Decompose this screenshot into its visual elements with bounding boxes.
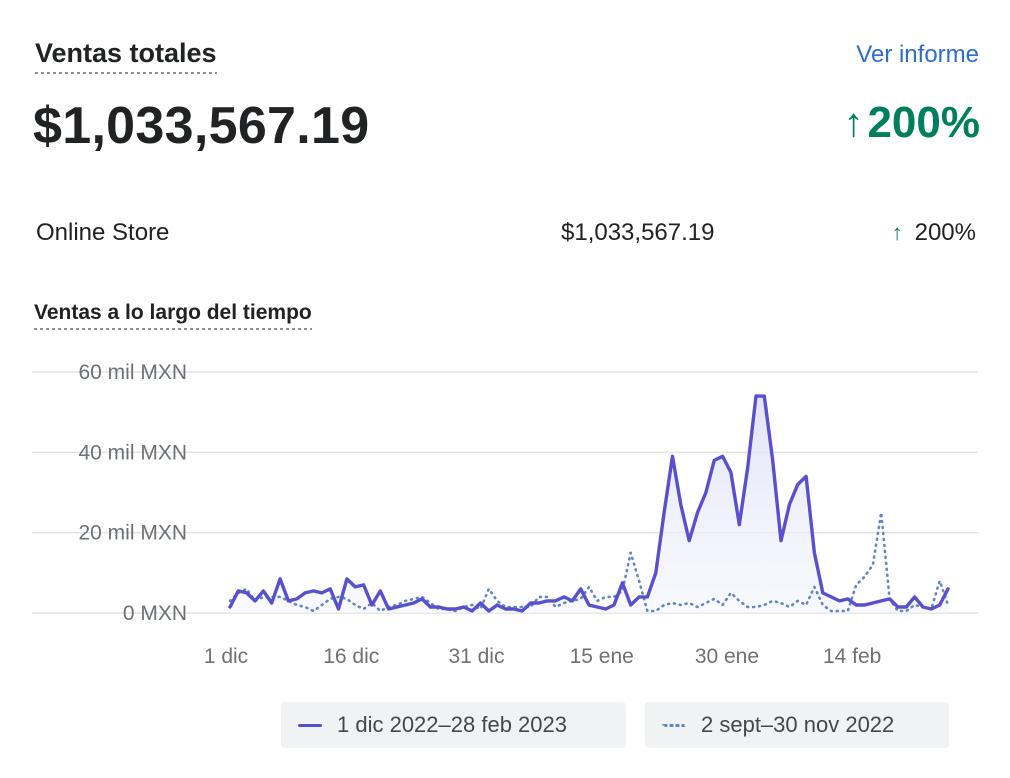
breakdown-row-change-value: 200% [914,219,976,246]
legend-item-current-period[interactable]: 1 dic 2022–28 feb 2023 [281,702,626,748]
y-tick-label: 20 mil MXN [78,522,187,545]
legend-swatch-solid [298,723,322,727]
total-change-value: 200% [867,98,980,147]
breakdown-row-change: ↑ 200% [892,219,976,247]
x-tick-label: 31 dic [448,645,504,668]
y-tick-label: 40 mil MXN [78,441,187,464]
x-tick-label: 30 ene [695,645,759,668]
legend-item-previous-period[interactable]: 2 sept–30 nov 2022 [645,702,949,748]
arrow-up-icon: ↑ [891,220,903,245]
sales-over-time-chart: 0 MXN 20 mil MXN 40 mil MXN 60 mil MXN 1 di… [32,361,978,668]
total-sales-value: $1,033,567.19 [33,97,370,155]
x-tick-label: 1 dic [204,645,248,668]
series-area [230,396,948,613]
chart-title[interactable]: Ventas a lo largo del tiempo [34,301,312,330]
x-tick-label: 14 feb [823,645,881,668]
breakdown-row-name: Online Store [36,219,170,246]
x-tick-label: 16 dic [323,645,379,668]
breakdown-row-value: $1,033,567.19 [561,219,715,246]
view-report-link[interactable]: Ver informe [856,41,979,68]
legend-label: 1 dic 2022–28 feb 2023 [337,712,567,737]
previous-period-line [228,511,950,613]
legend-swatch-dotted [662,723,686,727]
legend-label: 2 sept–30 nov 2022 [701,712,895,737]
current-period-line [228,394,950,613]
total-change-badge: ↑ 200% [843,98,980,148]
card-title[interactable]: Ventas totales [35,38,217,74]
arrow-up-icon: ↑ [843,100,864,145]
x-tick-label: 15 ene [570,645,634,668]
y-tick-label: 60 mil MXN [78,361,187,384]
y-tick-label: 0 MXN [123,602,187,625]
